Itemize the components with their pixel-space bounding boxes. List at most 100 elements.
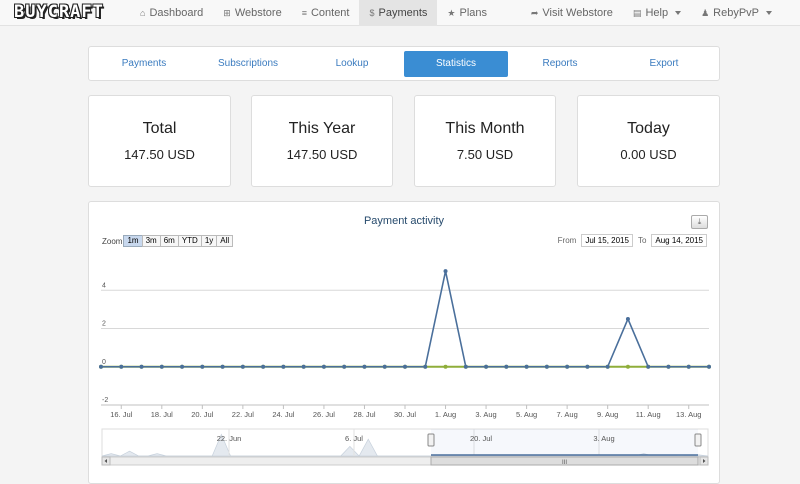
dollar-icon: $ [369,8,375,18]
series-0-point[interactable] [625,316,630,321]
series-0-point[interactable] [281,364,286,369]
series-0-point[interactable] [119,364,124,369]
series-0-point[interactable] [504,364,509,369]
tab-reports[interactable]: Reports [542,57,578,69]
home-icon: ⌂ [140,8,146,18]
to-date-input[interactable]: Aug 14, 2015 [651,234,707,247]
tab-payments[interactable]: Payments [121,57,167,69]
stat-label: Today [627,120,670,137]
series-0-point[interactable] [159,364,164,369]
series-0-point[interactable] [646,364,651,369]
stat-label: Total [142,120,177,137]
top-navbar: BUYCRAFT ⌂ Dashboard ⊞ Webstore ≡ Content $ Pay… [0,0,800,26]
navigator-right-handle[interactable] [694,433,702,447]
series-line-0 [101,270,709,368]
series-1-point[interactable] [625,364,630,369]
tab-lookup[interactable]: Lookup [335,57,369,69]
series-0-point[interactable] [585,364,590,369]
series-0-point[interactable] [342,364,347,369]
tab-statistics[interactable]: Statistics [404,50,508,77]
nav-item-webstore[interactable]: ⊞ Webstore [213,0,291,26]
x-tick-label: 30. Jul [394,410,416,419]
series-0-point[interactable] [484,364,489,369]
nav-item-label: Plans [459,7,488,19]
series-0-point[interactable] [240,364,245,369]
zoom-button-6m[interactable]: 6m [159,235,179,247]
stat-value: 147.50 USD [286,147,358,162]
navigator-label: 3. Aug [593,434,614,443]
nav-item-label: RebyPvP [713,7,759,19]
nav-item-content[interactable]: ≡ Content [292,0,360,26]
buycraft-logo[interactable]: BUYCRAFT [14,2,104,22]
navigator-label: 6. Jul [345,434,363,443]
share-icon: ➦ [530,8,539,18]
series-0-point[interactable] [139,364,144,369]
series-0-point[interactable] [382,364,387,369]
series-0-point[interactable] [686,364,691,369]
series-0-point[interactable] [220,364,225,369]
series-0-point[interactable] [565,364,570,369]
series-0-point[interactable] [605,364,610,369]
zoom-button-ytd[interactable]: YTD [177,235,202,247]
x-tick-label: 28. Jul [353,410,375,419]
x-tick-label: 5. Aug [516,410,537,419]
zoom-button-all[interactable]: All [216,235,234,247]
nav-item-payments[interactable]: $ Payments [359,0,438,26]
series-0-point[interactable] [200,364,205,369]
scrollbar-thumb[interactable] [430,456,699,466]
y-tick-label: 0 [102,359,106,366]
stat-value: 7.50 USD [456,147,514,162]
arrow-left-icon [104,459,107,463]
series-0-point[interactable] [321,364,326,369]
navigator-background [101,428,709,457]
series-0-point[interactable] [707,364,711,369]
y-tick-label: 4 [102,282,106,289]
from-date-input[interactable]: Jul 15, 2015 [581,234,633,247]
navigator-left-handle[interactable] [427,433,435,447]
zoom-button-3m[interactable]: 3m [141,235,161,247]
series-0-point[interactable] [99,364,103,369]
series-0-point[interactable] [423,364,428,369]
series-0-point[interactable] [261,364,266,369]
x-tick-label: 16. Jul [110,410,132,419]
nav-left: ⌂ Dashboard ⊞ Webstore ≡ Content $ Payments ★ Pla… [130,0,497,26]
stat-card-this-year: This Year 147.50 USD [251,95,393,187]
zoom-button-1y[interactable]: 1y [200,235,218,247]
download-icon[interactable]: ⤓ [691,215,708,229]
series-0-point[interactable] [180,364,185,369]
stat-label: This Year [288,120,356,137]
nav-item-dashboard[interactable]: ⌂ Dashboard [130,0,213,26]
nav-item-label: Payments [378,7,428,19]
tab-subscriptions[interactable]: Subscriptions [217,57,279,69]
zoom-button-1m[interactable]: 1m [123,235,143,247]
list-icon: ≡ [301,8,307,18]
star-icon: ★ [447,8,456,18]
series-0-point[interactable] [403,364,407,369]
series-0-point[interactable] [301,364,306,369]
series-0-point[interactable] [524,364,529,369]
nav-right: ➦ Visit Webstore ▤ Help ♟ RebyPvP [521,0,782,26]
to-label: To [637,236,647,245]
payment-activity-chart: -2 0 2 4 16. Jul 18. Jul 20. Jul 22. Jul 24. Jul… [99,269,711,466]
series-0-point[interactable] [544,364,549,369]
chart-title: Payment activity [363,215,445,227]
x-tick-label: 18. Jul [151,410,173,419]
series-0-point[interactable] [666,364,671,369]
x-tick-label: 1. Aug [435,410,456,419]
nav-item-plans[interactable]: ★ Plans [437,0,497,26]
series-0-point[interactable] [463,364,468,369]
navigator-selection [431,429,698,456]
nav-item-visit-webstore[interactable]: ➦ Visit Webstore [521,0,623,26]
zoom-label: Zoom [102,236,123,246]
nav-item-help[interactable]: ▤ Help [623,0,691,26]
nav-item-label: Dashboard [149,7,204,19]
x-tick-label: 22. Jul [232,410,254,419]
series-1-point[interactable] [443,364,448,369]
nav-item-user[interactable]: ♟ RebyPvP [691,0,782,26]
series-0-point[interactable] [362,364,367,369]
x-tick-label: 3. Aug [475,410,496,419]
series-0-point[interactable] [443,269,448,274]
tab-export[interactable]: Export [649,57,679,69]
nav-item-label: Content [310,7,350,19]
nav-item-label: Visit Webstore [542,7,613,19]
